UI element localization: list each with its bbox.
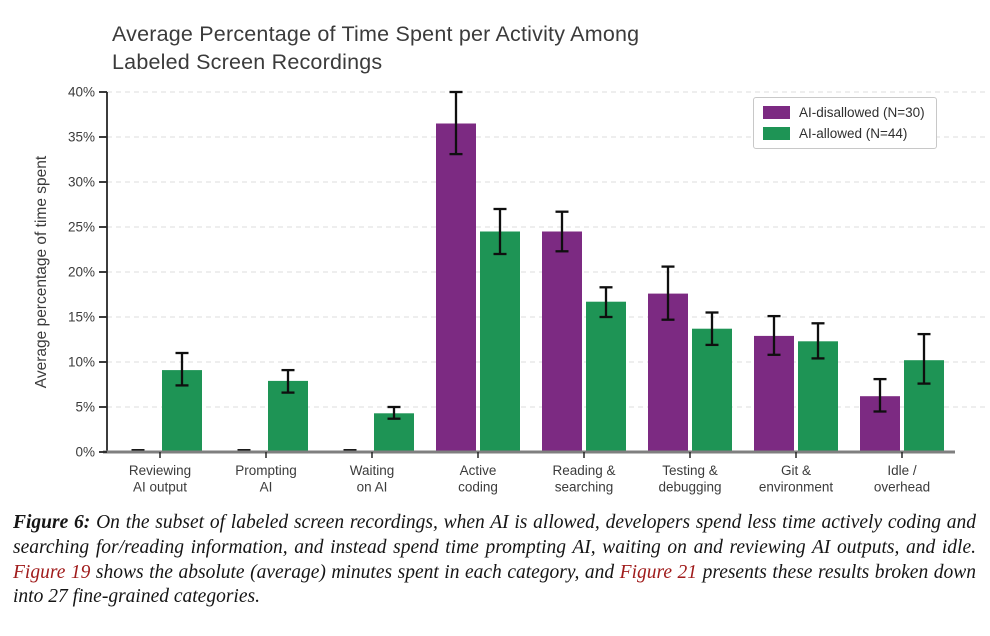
caption-text-2: shows the absolute (average) minutes spe… [90,561,620,583]
caption-text-3: presents these results broken down into … [13,561,976,608]
legend: AI-disallowed (N=30) AI-allowed (N=44) [753,97,937,149]
caption-text-1: On the subset of labeled screen recordin… [13,512,976,558]
x-category-label: Reviewing AI output [129,463,191,495]
x-category-label: Active coding [458,463,498,495]
x-category-label: Reading & searching [552,463,615,495]
x-category-label: Waiting on AI [350,463,395,495]
y-tick-label: 5% [75,400,95,415]
figure-19-link[interactable]: Figure 19 [13,561,91,583]
x-category-label: Prompting AI [235,463,297,495]
legend-item-ai-disallowed: AI-disallowed (N=30) [763,105,925,120]
y-tick-label: 25% [68,220,95,235]
bar-allowed [692,328,732,452]
legend-item-ai-allowed: AI-allowed (N=44) [763,126,925,141]
y-tick-label: 15% [68,310,95,325]
legend-swatch-ai-disallowed [763,106,790,119]
y-tick-label: 40% [68,85,95,100]
bar-allowed [798,341,838,452]
legend-label-ai-allowed: AI-allowed (N=44) [799,126,908,141]
figure-caption-label: Figure 6: [13,512,91,533]
bar-chart: 0% 5% 10% 15% 20% 25% 30% 35% 40% Reviewing AI out… [33,85,985,495]
y-tick-label: 20% [68,265,95,280]
bar-disallowed [436,123,476,452]
x-category-label: Testing & debugging [658,463,721,495]
legend-swatch-ai-allowed [763,127,790,140]
chart-title: Average Percentage of Time Spent per Act… [112,20,639,76]
chart-title-line2: Labeled Screen Recordings [112,50,383,74]
y-tick-label: 35% [68,130,95,145]
bar-disallowed [542,231,582,452]
figure-21-link[interactable]: Figure 21 [619,561,698,583]
bar-allowed [586,301,626,452]
y-tick-label: 10% [68,355,95,370]
legend-label-ai-disallowed: AI-disallowed (N=30) [799,105,925,120]
bar-allowed [480,231,520,452]
y-axis-label: Average percentage of time spent [33,155,50,388]
y-tick-label: 30% [68,175,95,190]
figure-caption: Figure 6: On the subset of labeled scree… [13,511,976,610]
y-tick-label: 0% [75,445,95,460]
chart-title-line1: Average Percentage of Time Spent per Act… [112,22,640,46]
x-category-label: Git & environment [759,463,834,495]
x-category-label: Idle / overhead [874,463,930,495]
